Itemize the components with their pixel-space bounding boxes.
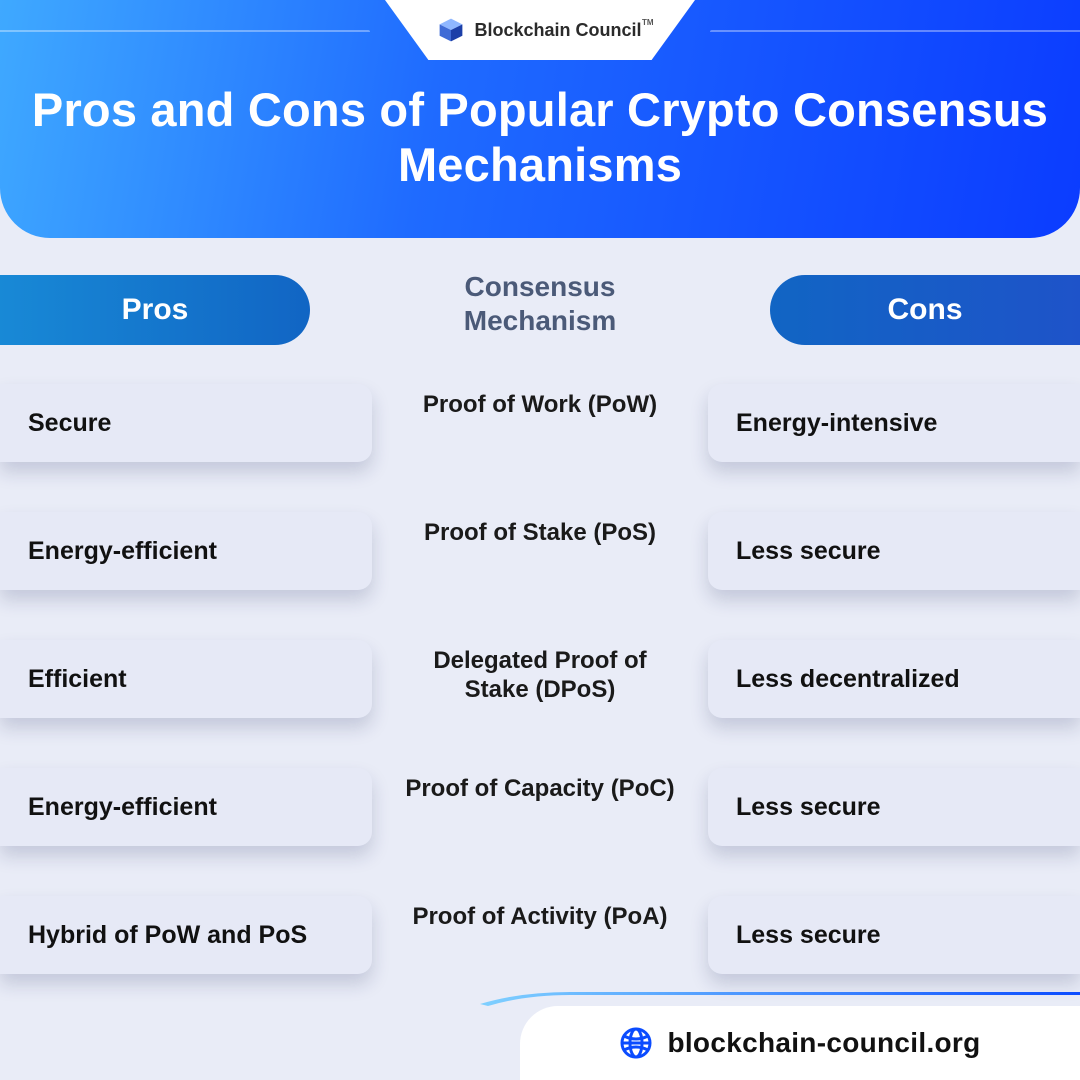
- mechanism-cell: Proof of Activity (PoA): [405, 902, 675, 931]
- brand-name-text: Blockchain Council: [474, 20, 641, 40]
- page-title: Pros and Cons of Popular Crypto Consensu…: [0, 82, 1080, 193]
- con-cell: Less secure: [708, 896, 1080, 974]
- cube-icon: [438, 17, 464, 43]
- globe-icon: [619, 1026, 653, 1060]
- con-cell: Less decentralized: [708, 640, 1080, 718]
- mechanism-cell: Proof of Stake (PoS): [405, 518, 675, 547]
- con-cell: Less secure: [708, 768, 1080, 846]
- table-row: Secure Proof of Work (PoW) Energy-intens…: [0, 372, 1080, 500]
- column-headers: Pros Consensus Mechanism Cons: [0, 270, 1080, 350]
- footer-bar: blockchain-council.org: [520, 1006, 1080, 1080]
- pro-cell: Hybrid of PoW and PoS: [0, 896, 372, 974]
- table-row: Energy-efficient Proof of Stake (PoS) Le…: [0, 500, 1080, 628]
- header-rule-left: [0, 30, 370, 32]
- column-header-mechanism: Consensus Mechanism: [410, 270, 670, 337]
- header-rule-right: [710, 30, 1080, 32]
- pro-cell: Efficient: [0, 640, 372, 718]
- table-row: Efficient Delegated Proof of Stake (DPoS…: [0, 628, 1080, 756]
- brand-tm: TM: [642, 18, 654, 27]
- brand-logo-tab: Blockchain Council TM: [385, 0, 695, 60]
- mechanism-cell: Proof of Capacity (PoC): [405, 774, 675, 803]
- column-header-cons: Cons: [770, 275, 1080, 345]
- pro-cell: Energy-efficient: [0, 768, 372, 846]
- table-row: Hybrid of PoW and PoS Proof of Activity …: [0, 884, 1080, 1012]
- brand-name: Blockchain Council TM: [474, 20, 641, 41]
- pro-cell: Energy-efficient: [0, 512, 372, 590]
- con-cell: Energy-intensive: [708, 384, 1080, 462]
- comparison-table: Secure Proof of Work (PoW) Energy-intens…: [0, 372, 1080, 1012]
- table-row: Energy-efficient Proof of Capacity (PoC)…: [0, 756, 1080, 884]
- mechanism-cell: Delegated Proof of Stake (DPoS): [405, 646, 675, 705]
- con-cell: Less secure: [708, 512, 1080, 590]
- header-banner: Blockchain Council TM Pros and Cons of P…: [0, 0, 1080, 238]
- pro-cell: Secure: [0, 384, 372, 462]
- footer-website: blockchain-council.org: [667, 1027, 980, 1059]
- mechanism-cell: Proof of Work (PoW): [405, 390, 675, 419]
- column-header-pros: Pros: [0, 275, 310, 345]
